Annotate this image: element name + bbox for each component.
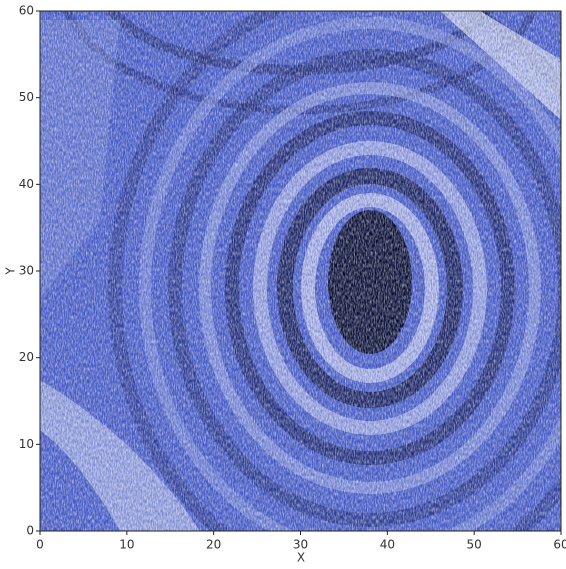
y-tick-label: 40	[19, 177, 34, 191]
x-tick-label: 10	[119, 538, 134, 552]
y-tick-label: 20	[19, 350, 34, 364]
x-tick-label: 30	[293, 538, 308, 552]
x-tick-label: 20	[206, 538, 221, 552]
y-axis-label: Y	[4, 267, 18, 276]
y-tick-label: 0	[26, 524, 34, 538]
x-tick-label: 0	[36, 538, 44, 552]
y-tick-label: 50	[19, 90, 34, 104]
noise-dark	[40, 11, 561, 531]
y-tick-label: 60	[19, 4, 34, 18]
y-tick-label: 30	[19, 264, 34, 278]
x-axis-label: X	[297, 551, 305, 565]
x-tick-label: 40	[380, 538, 395, 552]
heatmap-image	[40, 11, 561, 531]
x-tick-label: 50	[467, 538, 482, 552]
x-tick-label: 60	[553, 538, 566, 552]
y-tick-label: 10	[19, 437, 34, 451]
